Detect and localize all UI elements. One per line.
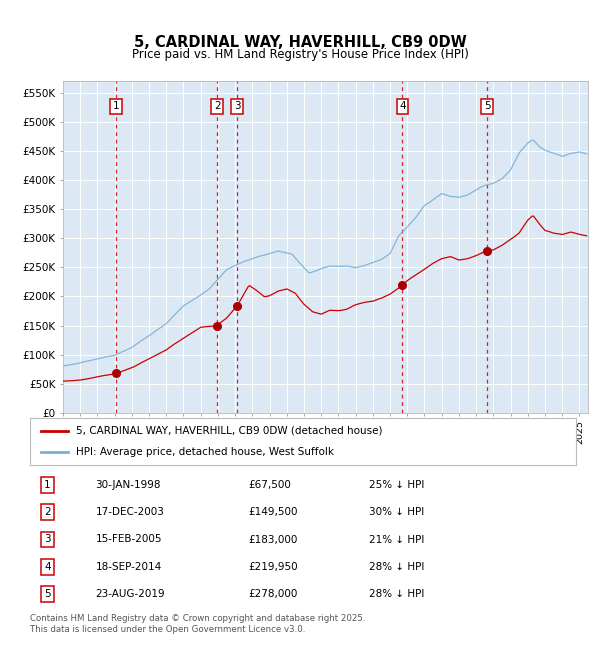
Text: £219,950: £219,950 [248, 562, 298, 572]
Text: Contains HM Land Registry data © Crown copyright and database right 2025.
This d: Contains HM Land Registry data © Crown c… [30, 614, 365, 634]
Text: 1: 1 [44, 480, 51, 490]
Text: Price paid vs. HM Land Registry's House Price Index (HPI): Price paid vs. HM Land Registry's House … [131, 48, 469, 61]
Text: 2: 2 [44, 507, 51, 517]
Text: 30-JAN-1998: 30-JAN-1998 [95, 480, 161, 490]
Text: 28% ↓ HPI: 28% ↓ HPI [368, 589, 424, 599]
Text: 3: 3 [44, 534, 51, 545]
Text: £183,000: £183,000 [248, 534, 298, 545]
Text: 30% ↓ HPI: 30% ↓ HPI [368, 507, 424, 517]
Text: 21% ↓ HPI: 21% ↓ HPI [368, 534, 424, 545]
Text: 17-DEC-2003: 17-DEC-2003 [95, 507, 164, 517]
Text: £149,500: £149,500 [248, 507, 298, 517]
Text: £67,500: £67,500 [248, 480, 291, 490]
Text: 3: 3 [234, 101, 241, 111]
Text: 5, CARDINAL WAY, HAVERHILL, CB9 0DW (detached house): 5, CARDINAL WAY, HAVERHILL, CB9 0DW (det… [76, 426, 383, 436]
Text: 23-AUG-2019: 23-AUG-2019 [95, 589, 165, 599]
Text: 25% ↓ HPI: 25% ↓ HPI [368, 480, 424, 490]
Text: 5: 5 [484, 101, 490, 111]
Text: 5, CARDINAL WAY, HAVERHILL, CB9 0DW: 5, CARDINAL WAY, HAVERHILL, CB9 0DW [134, 35, 466, 51]
Text: 4: 4 [399, 101, 406, 111]
Text: 18-SEP-2014: 18-SEP-2014 [95, 562, 162, 572]
Text: 4: 4 [44, 562, 51, 572]
Text: 28% ↓ HPI: 28% ↓ HPI [368, 562, 424, 572]
Text: £278,000: £278,000 [248, 589, 298, 599]
Text: 15-FEB-2005: 15-FEB-2005 [95, 534, 162, 545]
Text: 1: 1 [113, 101, 119, 111]
Text: 5: 5 [44, 589, 51, 599]
Text: 2: 2 [214, 101, 221, 111]
Text: HPI: Average price, detached house, West Suffolk: HPI: Average price, detached house, West… [76, 447, 334, 457]
